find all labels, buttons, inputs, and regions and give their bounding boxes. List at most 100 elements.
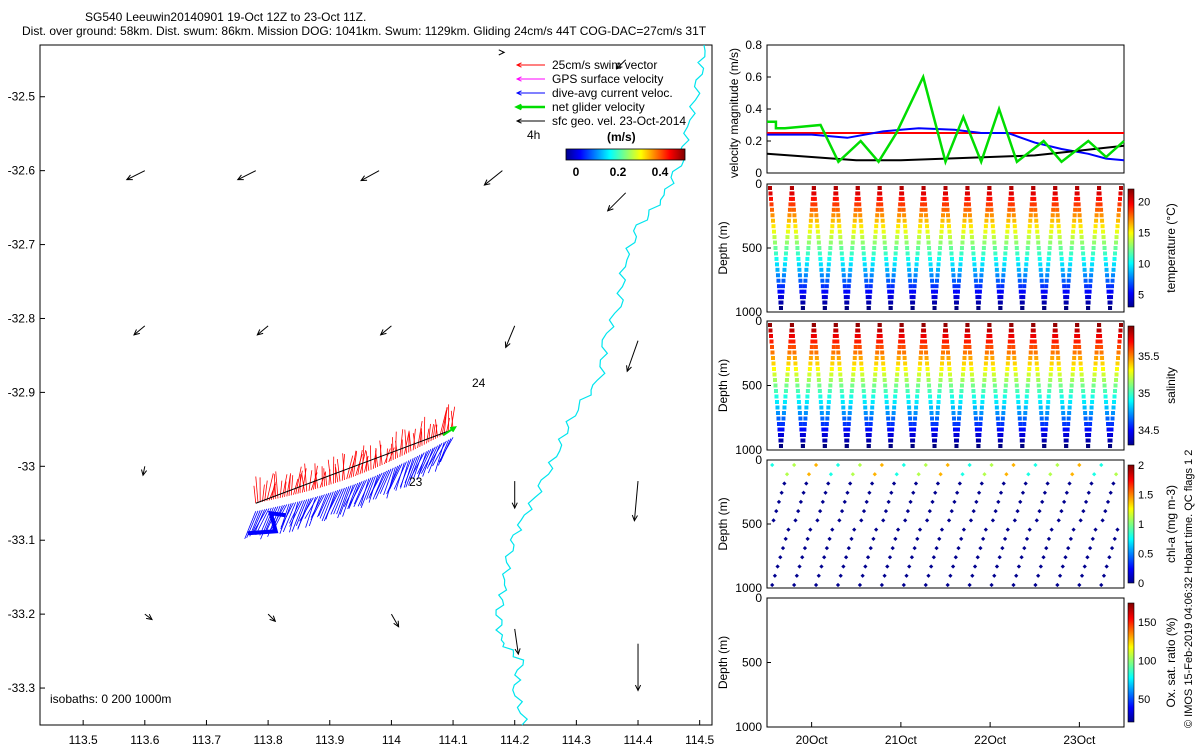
map-y-tick-label: -32.5: [8, 90, 36, 104]
profile-point: [927, 389, 932, 393]
dac-vector: [404, 456, 416, 484]
profile-point: [792, 582, 797, 588]
profile-point: [839, 251, 844, 256]
profile-point: [982, 235, 987, 240]
profile-point: [1112, 256, 1117, 261]
profile-point: [1072, 356, 1077, 360]
profile-point: [1050, 213, 1055, 218]
profile-point: [992, 573, 997, 578]
profile-point: [879, 339, 884, 344]
profile-point: [837, 361, 842, 366]
geo-velocity-arrow: [125, 170, 146, 181]
profile-point: [849, 389, 854, 393]
profile-point: [892, 405, 897, 410]
profile-point: [807, 372, 812, 377]
dac-vector: [410, 452, 425, 479]
profile-point: [1094, 350, 1099, 355]
profile-point: [1081, 251, 1086, 256]
profile-point: [786, 361, 791, 366]
profile-point: [782, 405, 787, 410]
profile-point: [851, 367, 856, 371]
profile-point: [836, 356, 841, 360]
dac-cluster: [247, 510, 287, 536]
profile-point: [795, 251, 800, 256]
profile-point: [971, 256, 976, 261]
profile-point: [861, 389, 866, 393]
profile-point: [1028, 218, 1033, 223]
profile-point: [780, 289, 785, 294]
profile-point: [812, 196, 817, 201]
profile-point: [866, 306, 871, 310]
profile-point: [1100, 356, 1105, 360]
speed-colorbar-gradient: [565, 148, 686, 161]
profile-point: [914, 267, 919, 272]
profile-point: [791, 202, 796, 207]
profile-point: [884, 394, 889, 399]
profile-point: [852, 218, 857, 223]
profile-point: [819, 405, 824, 410]
swim-vector: [350, 450, 357, 478]
profile-point: [900, 196, 905, 201]
profile-point: [834, 191, 839, 196]
profile-point: [1058, 246, 1063, 250]
profile-point: [786, 218, 791, 223]
profile-point: [1109, 545, 1115, 551]
swim-vector: [430, 424, 434, 442]
profile-point: [976, 444, 981, 448]
profile-point: [1043, 427, 1048, 432]
profile-point: [911, 438, 916, 443]
profile-point: [1044, 284, 1049, 289]
swim-vector: [404, 429, 407, 454]
profile-point: [1079, 573, 1085, 578]
swim-vector: [369, 445, 372, 470]
profile-point: [768, 196, 773, 201]
profile-point: [1113, 246, 1118, 250]
profile-point: [1039, 273, 1044, 278]
profile-point: [993, 389, 998, 393]
figure-title-line2: Dist. over ground: 58km. Dist. swum: 86k…: [22, 24, 707, 38]
profile-point: [930, 499, 935, 505]
profile-point: [915, 389, 920, 393]
swim-vector: [288, 474, 291, 496]
profile-point: [1064, 444, 1069, 448]
profile-point: [1001, 405, 1006, 410]
map-panel: 113.5 113.6 113.7 113.8 113.9 114 114.1 114.2 11…: [8, 44, 715, 747]
profile-point: [1099, 207, 1104, 212]
swim-vector: [403, 430, 410, 455]
profile-point: [823, 490, 828, 495]
profile-point: [789, 186, 794, 190]
profile-point: [795, 246, 800, 250]
glider-track: [244, 404, 457, 540]
profile-point: [1111, 405, 1116, 410]
profile-point: [904, 573, 909, 578]
profile-point: [971, 394, 976, 399]
profile-point: [1111, 411, 1116, 415]
profile-point: [873, 367, 878, 371]
profile-point: [1092, 378, 1097, 382]
profile-point: [1048, 235, 1053, 240]
profile-point: [1093, 229, 1098, 234]
profile-point: [826, 481, 831, 486]
map-x-tick-label: 114.2: [500, 733, 529, 747]
profile-point: [816, 235, 821, 240]
profile-point: [958, 262, 963, 267]
map-x-tick-label: 114.3: [562, 733, 591, 747]
profile-point: [981, 536, 986, 541]
profile-point: [917, 229, 922, 234]
profile-point: [916, 240, 921, 245]
profile-point: [868, 545, 873, 551]
profile-point: [770, 213, 775, 218]
colorbar-tick-label: 1: [1138, 519, 1144, 531]
profile-point: [901, 462, 906, 468]
profile-point: [959, 246, 964, 250]
profile-point: [909, 555, 915, 560]
profile-point: [852, 527, 857, 532]
profile-point: [1071, 229, 1076, 234]
depth-ylabel: Depth (m): [716, 636, 730, 689]
profile-point: [996, 284, 1001, 289]
profile-point: [796, 262, 801, 267]
profile-point: [1104, 267, 1109, 272]
profile-point: [846, 422, 851, 426]
profile-point: [995, 278, 1000, 283]
profile-point: [795, 383, 800, 388]
